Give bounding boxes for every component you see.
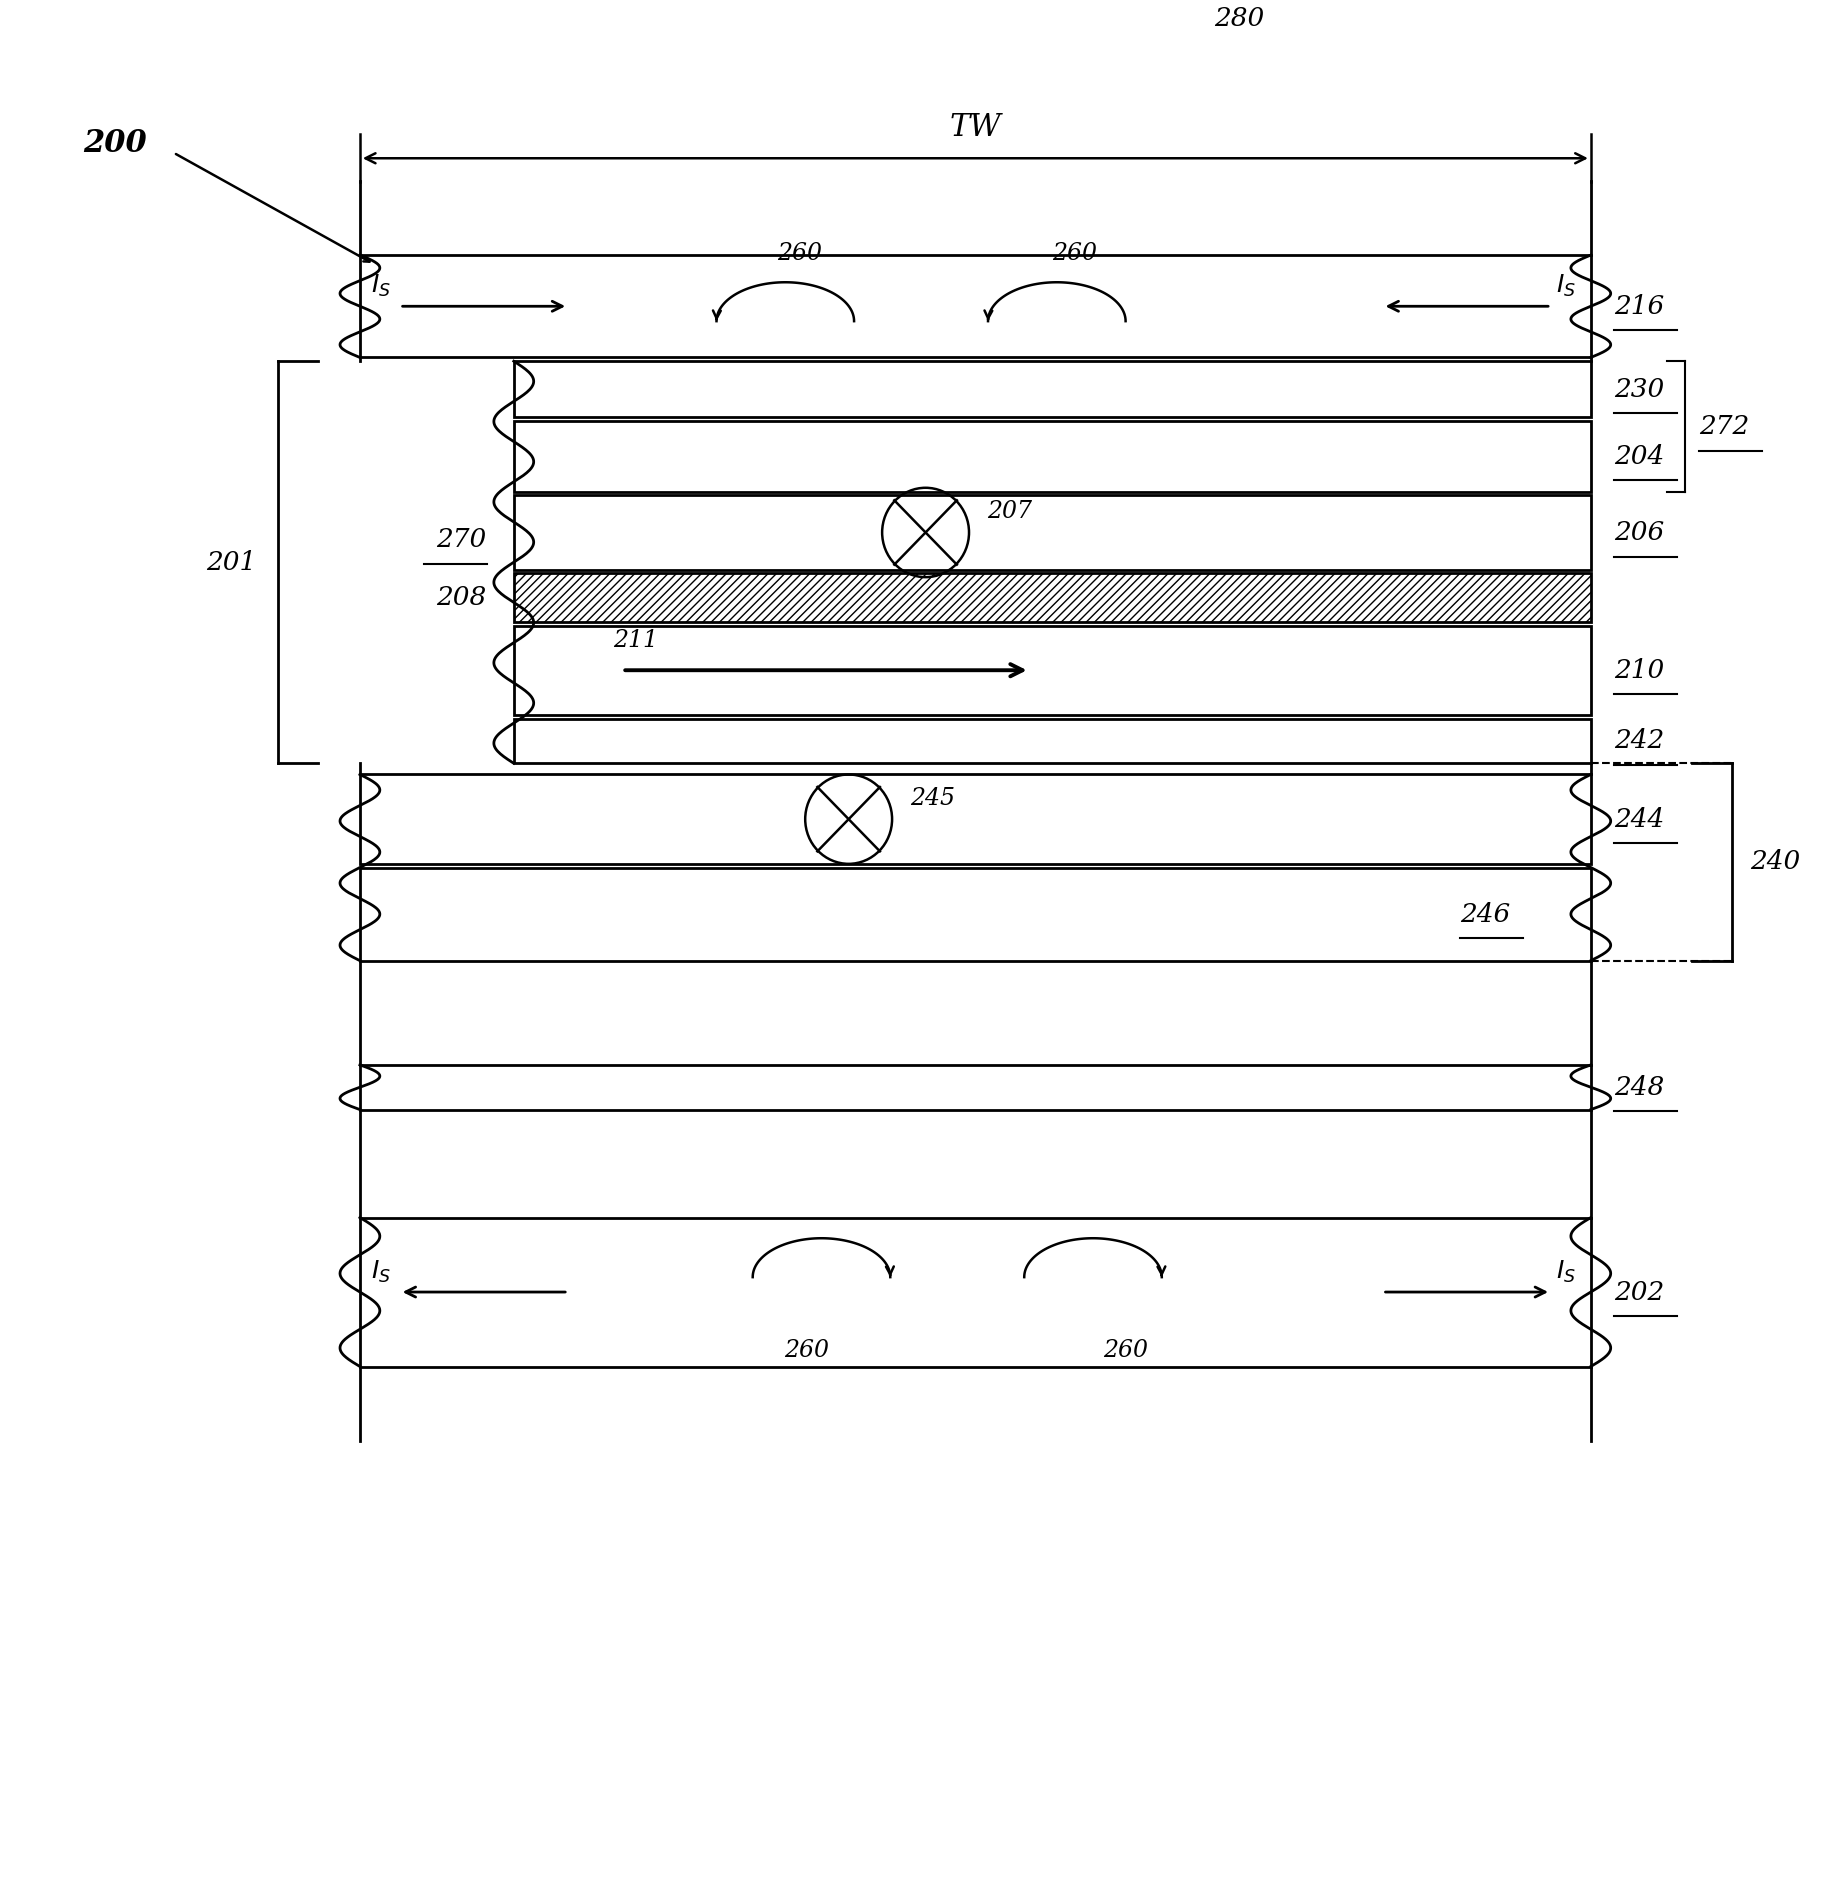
Bar (514, 422, 1590, 492)
Text: $I_S$: $I_S$ (1555, 1258, 1575, 1284)
Text: 272: 272 (1699, 414, 1748, 439)
Bar (359, 1065, 1590, 1110)
Bar (514, 361, 1590, 418)
Text: TW: TW (950, 112, 1001, 144)
Bar (514, 495, 1590, 569)
Text: 260: 260 (784, 1339, 829, 1362)
Text: 246: 246 (1460, 902, 1509, 927)
Bar (359, 1218, 1590, 1367)
Text: $I_S$: $I_S$ (370, 272, 390, 299)
Text: 230: 230 (1613, 376, 1664, 401)
Bar (359, 868, 1590, 961)
Text: 211: 211 (613, 628, 658, 652)
Text: 240: 240 (1748, 849, 1799, 874)
Text: 200: 200 (82, 129, 146, 159)
Bar (514, 719, 1590, 764)
Text: 216: 216 (1613, 293, 1664, 320)
Text: 260: 260 (1103, 1339, 1147, 1362)
Text: 260: 260 (1052, 242, 1097, 265)
Text: 245: 245 (910, 787, 955, 809)
Text: 204: 204 (1613, 444, 1664, 469)
Text: $I_S$: $I_S$ (1555, 272, 1575, 299)
Text: 270: 270 (436, 528, 487, 552)
Bar (359, 775, 1590, 864)
Text: 206: 206 (1613, 520, 1664, 545)
Text: $I_S$: $I_S$ (370, 1258, 390, 1284)
Text: 260: 260 (777, 242, 822, 265)
Text: 280: 280 (1214, 6, 1263, 30)
Text: 207: 207 (986, 499, 1032, 524)
Bar (359, 255, 1590, 357)
Text: 244: 244 (1613, 807, 1664, 832)
Text: 202: 202 (1613, 1280, 1664, 1305)
Bar (514, 573, 1590, 622)
Text: 208: 208 (436, 584, 487, 611)
Text: 201: 201 (206, 550, 257, 575)
Text: 210: 210 (1613, 658, 1664, 683)
Text: 242: 242 (1613, 728, 1664, 753)
Bar (514, 626, 1590, 715)
Text: 248: 248 (1613, 1074, 1664, 1101)
